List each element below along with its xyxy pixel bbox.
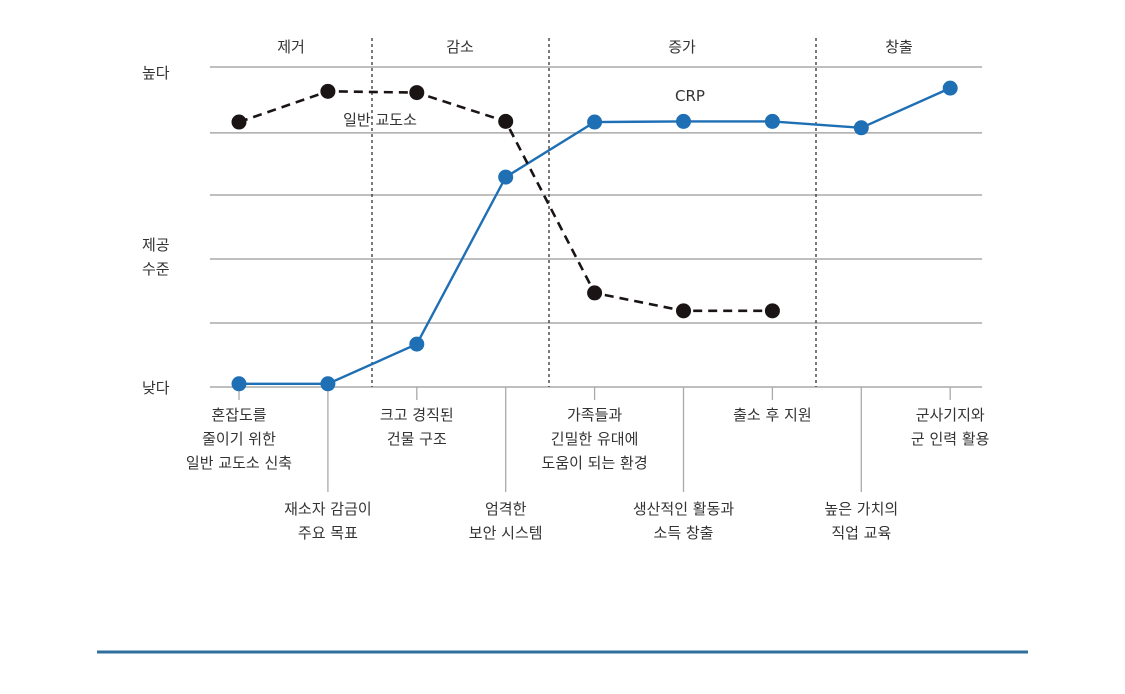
data-point — [587, 114, 603, 130]
data-point — [676, 113, 691, 129]
data-point — [498, 169, 514, 185]
data-point — [320, 376, 336, 392]
x-tick-label: 소득 창출 — [654, 524, 714, 542]
x-tick-label: 줄이기 위한 — [202, 430, 276, 448]
data-point — [587, 285, 603, 301]
x-tick-label: 일반 교도소 신축 — [186, 454, 292, 472]
data-point — [764, 303, 780, 319]
y-axis-label: 수준 — [142, 260, 170, 278]
data-point — [409, 85, 425, 101]
x-tick-label: 군 인력 활용 — [911, 430, 990, 448]
data-point — [853, 120, 869, 136]
x-tick-label: 가족들과 — [567, 406, 622, 424]
x-tick-label: 재소자 감금이 — [284, 500, 372, 518]
x-tick-label: 엄격한 — [485, 500, 527, 518]
phase-label: 증가 — [668, 38, 696, 56]
x-tick-label: 도움이 되는 환경 — [542, 454, 648, 472]
data-point — [320, 83, 336, 99]
phase-label: 제거 — [277, 38, 305, 56]
data-point — [409, 336, 425, 352]
x-tick-label: 군사기지와 — [916, 406, 985, 424]
y-axis-label: 제공 — [142, 236, 170, 254]
x-tick-label: 출소 후 지원 — [733, 406, 812, 424]
series-label-crp: CRP — [675, 87, 705, 105]
x-tick-label: 크고 경직된 — [380, 406, 454, 424]
data-point — [231, 114, 247, 130]
x-tick-label: 생산적인 활동과 — [633, 500, 735, 518]
y-tick-low: 낮다 — [142, 379, 170, 397]
x-tick-label: 건물 구조 — [387, 430, 447, 448]
data-point — [676, 303, 691, 319]
x-tick-label: 높은 가치의 — [824, 500, 898, 518]
x-tick-label: 직업 교육 — [831, 524, 891, 542]
data-point — [764, 113, 780, 129]
x-tick-label: 보안 시스템 — [469, 524, 543, 542]
data-point — [231, 376, 247, 392]
x-tick-label: 혼잡도를 — [211, 406, 266, 424]
y-tick-high: 높다 — [142, 64, 170, 82]
x-tick-label: 주요 목표 — [298, 524, 358, 542]
phase-label: 창출 — [885, 38, 913, 56]
data-point — [498, 113, 514, 129]
x-tick-label: 긴밀한 유대에 — [551, 430, 639, 448]
data-point — [942, 80, 958, 96]
phase-label: 감소 — [446, 38, 474, 56]
series-label-general: 일반 교도소 — [343, 111, 417, 129]
